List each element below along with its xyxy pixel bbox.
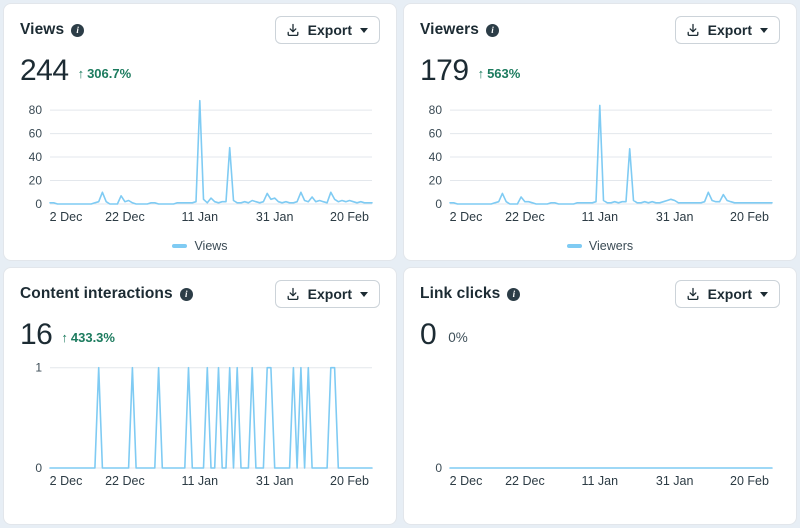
svg-text:22 Dec: 22 Dec bbox=[505, 474, 545, 488]
download-icon bbox=[287, 23, 299, 37]
title-wrap: Content interactions i bbox=[20, 280, 193, 303]
legend: Viewers bbox=[420, 238, 780, 254]
legend-label: Viewers bbox=[588, 239, 634, 253]
svg-text:40: 40 bbox=[29, 150, 43, 164]
trend-percent: 563% bbox=[487, 65, 521, 81]
svg-text:20 Feb: 20 Feb bbox=[730, 210, 769, 224]
title-wrap: Viewers i bbox=[420, 16, 500, 39]
legend-marker bbox=[172, 244, 188, 248]
export-label: Export bbox=[707, 22, 752, 38]
download-icon bbox=[687, 287, 699, 301]
card-header: Link clicks i Export bbox=[420, 280, 780, 310]
card-header: Views i Export bbox=[20, 16, 380, 46]
chevron-down-icon bbox=[360, 28, 368, 33]
info-icon[interactable]: i bbox=[507, 287, 521, 301]
chevron-down-icon bbox=[360, 292, 368, 297]
svg-text:31 Jan: 31 Jan bbox=[256, 474, 294, 488]
svg-text:11 Jan: 11 Jan bbox=[181, 474, 218, 488]
trend-badge: ↑ 563% bbox=[478, 66, 521, 81]
export-button[interactable]: Export bbox=[274, 280, 380, 308]
info-icon[interactable]: i bbox=[71, 23, 85, 37]
views-chart: 0 20 40 60 80 2 Dec 22 Dec 11 Jan 31 Jan 20 Feb bbox=[29, 99, 373, 224]
svg-text:0: 0 bbox=[35, 197, 42, 211]
trend-badge: ↑ 433.3% bbox=[61, 330, 115, 345]
svg-text:11 Jan: 11 Jan bbox=[581, 210, 618, 224]
svg-text:2 Dec: 2 Dec bbox=[50, 474, 83, 488]
card-title: Views bbox=[20, 21, 65, 38]
svg-text:2 Dec: 2 Dec bbox=[450, 210, 483, 224]
svg-text:2 Dec: 2 Dec bbox=[450, 474, 483, 488]
svg-text:11 Jan: 11 Jan bbox=[181, 210, 218, 224]
svg-text:20: 20 bbox=[29, 174, 43, 188]
metric-row: 244 ↑ 306.7% bbox=[20, 54, 380, 88]
svg-text:22 Dec: 22 Dec bbox=[505, 210, 545, 224]
chevron-down-icon bbox=[760, 28, 768, 33]
export-label: Export bbox=[307, 286, 352, 302]
chevron-down-icon bbox=[760, 292, 768, 297]
metric-value: 0 bbox=[420, 318, 437, 351]
svg-text:80: 80 bbox=[429, 103, 443, 117]
svg-text:80: 80 bbox=[29, 103, 43, 117]
svg-text:2 Dec: 2 Dec bbox=[50, 210, 83, 224]
svg-text:20 Feb: 20 Feb bbox=[330, 474, 369, 488]
card-title: Viewers bbox=[420, 21, 480, 38]
title-wrap: Link clicks i bbox=[420, 280, 521, 303]
legend-label: Views bbox=[194, 239, 228, 253]
link-clicks-chart: 0 2 Dec 22 Dec 11 Jan 31 Jan 20 Feb bbox=[435, 461, 773, 488]
svg-text:0: 0 bbox=[35, 461, 42, 475]
svg-text:60: 60 bbox=[429, 127, 443, 141]
trend-badge: ↑ 306.7% bbox=[78, 66, 132, 81]
svg-text:20 Feb: 20 Feb bbox=[730, 474, 769, 488]
title-wrap: Views i bbox=[20, 16, 85, 39]
info-icon[interactable]: i bbox=[486, 23, 500, 37]
trend-up-icon: ↑ bbox=[77, 65, 85, 81]
metric-row: 0 0% bbox=[420, 318, 780, 352]
svg-text:40: 40 bbox=[429, 150, 443, 164]
svg-text:31 Jan: 31 Jan bbox=[256, 210, 294, 224]
download-icon bbox=[287, 287, 299, 301]
viewers-card: Viewers i Export 179 ↑ 563% 0 20 40 60 80 2 D… bbox=[403, 3, 797, 261]
export-label: Export bbox=[707, 286, 752, 302]
svg-text:31 Jan: 31 Jan bbox=[656, 474, 694, 488]
svg-text:22 Dec: 22 Dec bbox=[105, 474, 145, 488]
download-icon bbox=[687, 23, 699, 37]
metric-row: 16 ↑ 433.3% bbox=[20, 318, 380, 352]
views-card: Views i Export 244 ↑ 306.7% 0 20 40 60 80 2 D… bbox=[3, 3, 397, 261]
metric-row: 179 ↑ 563% bbox=[420, 54, 780, 88]
card-title: Link clicks bbox=[420, 285, 501, 302]
legend: Views bbox=[20, 238, 380, 254]
content-interactions-card: Content interactions i Export 16 ↑ 433.3… bbox=[3, 267, 397, 525]
svg-text:20: 20 bbox=[429, 174, 443, 188]
viewers-chart: 0 20 40 60 80 2 Dec 22 Dec 11 Jan 31 Jan 20 Feb bbox=[429, 103, 773, 224]
trend-up-icon: ↑ bbox=[61, 329, 68, 345]
card-header: Content interactions i Export bbox=[20, 280, 380, 310]
metric-value: 244 bbox=[20, 54, 69, 87]
svg-text:60: 60 bbox=[29, 127, 43, 141]
svg-text:11 Jan: 11 Jan bbox=[581, 474, 618, 488]
export-button[interactable]: Export bbox=[274, 16, 380, 44]
svg-text:20 Feb: 20 Feb bbox=[330, 210, 369, 224]
svg-text:1: 1 bbox=[35, 361, 42, 375]
trend-percent: 306.7% bbox=[87, 65, 132, 81]
legend-marker bbox=[566, 244, 582, 248]
trend-percent: 433.3% bbox=[70, 329, 115, 345]
info-icon[interactable]: i bbox=[179, 287, 193, 301]
card-title: Content interactions bbox=[20, 285, 173, 302]
content-interactions-chart: 0 1 2 Dec 22 Dec 11 Jan 31 Jan 20 Feb bbox=[35, 361, 373, 488]
svg-text:31 Jan: 31 Jan bbox=[656, 210, 694, 224]
trend-percent: 0% bbox=[448, 329, 468, 345]
export-button[interactable]: Export bbox=[674, 16, 780, 44]
metric-value: 16 bbox=[20, 318, 53, 351]
link-clicks-card: Link clicks i Export 0 0% 0 2 Dec 22 Dec 11… bbox=[403, 267, 797, 525]
svg-text:0: 0 bbox=[435, 197, 442, 211]
export-button[interactable]: Export bbox=[674, 280, 780, 308]
card-header: Viewers i Export bbox=[420, 16, 780, 46]
svg-text:22 Dec: 22 Dec bbox=[105, 210, 145, 224]
trend-badge: 0% bbox=[445, 330, 468, 345]
trend-up-icon: ↑ bbox=[477, 65, 485, 81]
metric-value: 179 bbox=[420, 54, 469, 87]
svg-text:0: 0 bbox=[435, 461, 442, 475]
export-label: Export bbox=[307, 22, 352, 38]
